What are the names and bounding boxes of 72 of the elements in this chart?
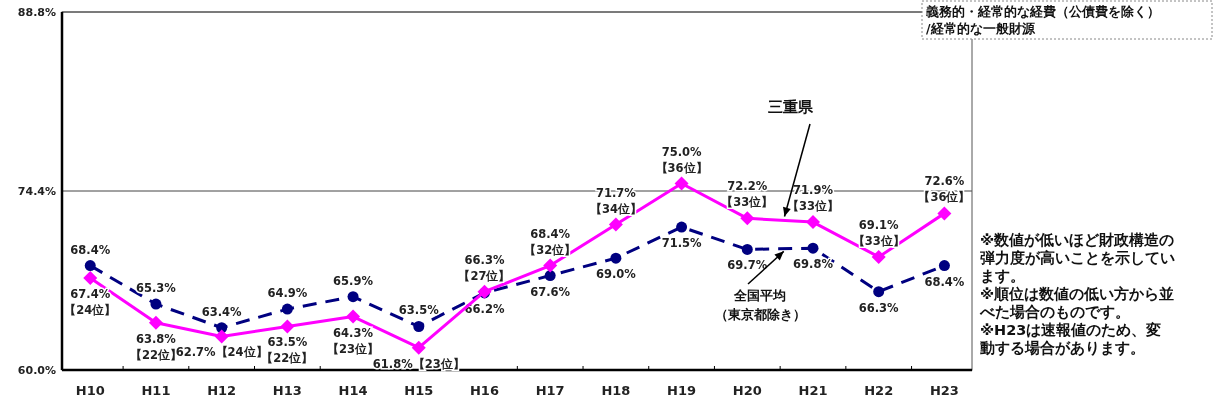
point — [84, 260, 96, 272]
point — [83, 271, 98, 286]
point — [608, 217, 623, 232]
point — [676, 221, 688, 233]
data-label: 65.3% — [136, 281, 177, 296]
data-label: 66.3% — [858, 300, 900, 315]
point — [873, 286, 885, 298]
point — [871, 249, 886, 264]
point — [674, 176, 689, 191]
point — [413, 320, 425, 332]
text: ※数値が低いほど財政構造の弾力度が高いことを示しています。 — [980, 232, 1175, 285]
y-tick-label: 60.0% — [17, 364, 56, 377]
data-label: 67.6% — [530, 284, 571, 299]
point — [347, 291, 359, 303]
data-label: 71.5% — [661, 236, 703, 251]
x-tick-label: H10 — [75, 383, 105, 398]
y-tick-label: 74.4% — [17, 185, 56, 198]
x-tick-label: H18 — [601, 383, 631, 398]
x-tick-label: H23 — [929, 383, 959, 398]
data-label: 69.1%【33位】 — [852, 217, 905, 248]
point — [150, 298, 162, 310]
data-label: 68.4% — [924, 274, 965, 289]
point — [280, 319, 295, 334]
point — [938, 260, 950, 272]
x-tick-label: H16 — [469, 383, 499, 398]
data-label: 65.9% — [333, 273, 374, 288]
x-tick-label: H20 — [732, 383, 762, 398]
point — [544, 270, 556, 282]
data-label: 75.0%【36位】 — [655, 144, 708, 175]
data-label: 68.4% — [70, 242, 111, 257]
data-label: 64.3%【23位】 — [327, 325, 380, 356]
text: 三重県 — [767, 98, 814, 116]
point — [411, 340, 426, 355]
x-tick-label: H14 — [338, 383, 368, 398]
data-label: 63.5% — [398, 303, 440, 318]
point — [741, 243, 753, 255]
x-tick-label: H22 — [864, 383, 894, 398]
text: ※H23は速報値のため、変動する場合があります。 — [979, 321, 1162, 357]
data-label: 69.8% — [793, 257, 834, 272]
data-label: 69.0% — [595, 267, 637, 282]
text: 全国平均（東京都除き） — [714, 288, 806, 322]
data-label: 61.8%【23位】 — [372, 356, 465, 371]
point — [807, 242, 819, 254]
point — [346, 309, 361, 324]
point — [610, 252, 622, 264]
data-label: 67.4%【24位】 — [64, 287, 117, 318]
point — [806, 215, 820, 230]
x-tick-label: H17 — [535, 383, 565, 398]
point — [543, 258, 558, 273]
x-tick-label: H12 — [207, 383, 237, 398]
data-label: 72.6%【36位】 — [918, 174, 971, 205]
point — [740, 211, 755, 226]
text: ※順位は数値の低い方から並べた場合のものです。 — [979, 285, 1175, 321]
point — [281, 303, 293, 315]
y-tick-label: 88.8% — [17, 6, 56, 19]
data-label: 64.9% — [267, 286, 308, 301]
data-label: 72.2%【33位】 — [721, 179, 774, 210]
point — [937, 206, 952, 221]
data-label: 63.4% — [201, 304, 243, 319]
x-tick-label: H11 — [141, 383, 171, 398]
data-label: 71.7%【34位】 — [589, 185, 642, 216]
x-tick-label: H15 — [404, 383, 434, 398]
x-tick-label: H13 — [272, 383, 302, 398]
x-tick-label: H21 — [798, 383, 828, 398]
data-label: 66.3%【27位】 — [458, 252, 511, 283]
data-label: 71.9%【33位】 — [786, 183, 839, 214]
annotation: 義務的・経常的な経費（公債費を除く）/経常的な一般財源 — [925, 4, 1160, 36]
point — [214, 329, 229, 344]
point — [148, 315, 163, 330]
data-label: 68.4%【32位】 — [524, 226, 577, 257]
x-tick-label: H19 — [667, 383, 697, 398]
data-label: 69.7% — [727, 258, 768, 273]
